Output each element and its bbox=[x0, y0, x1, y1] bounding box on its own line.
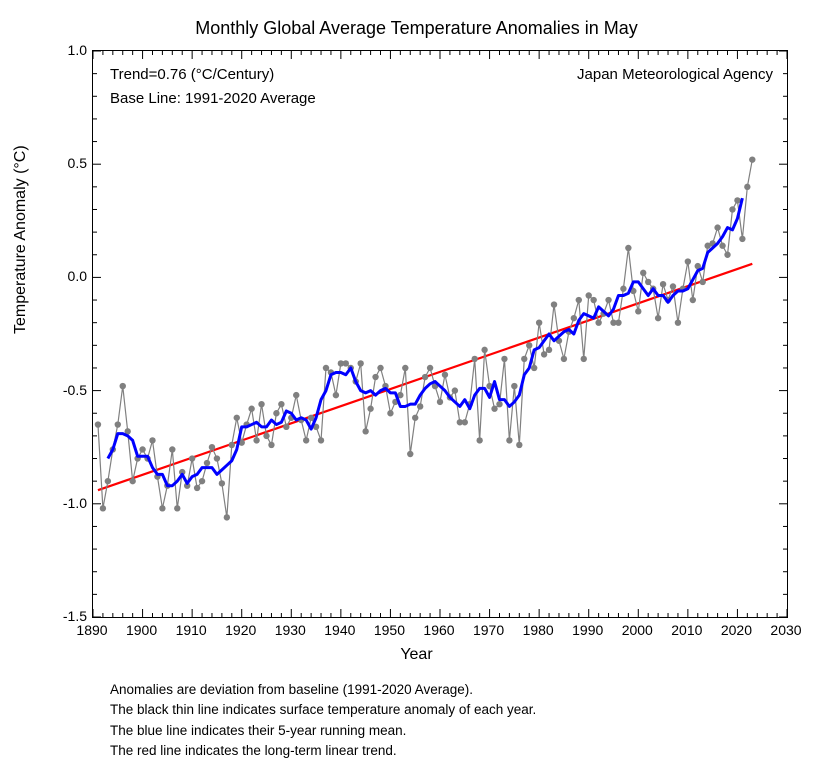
y-tick-label: 0.5 bbox=[47, 155, 87, 171]
y-tick-label: -0.5 bbox=[47, 382, 87, 398]
caption-line-4: The red line indicates the long-term lin… bbox=[110, 741, 536, 761]
y-tick-label: 0.0 bbox=[47, 268, 87, 284]
chart-container: Monthly Global Average Temperature Anoma… bbox=[0, 0, 833, 779]
x-axis-label: Year bbox=[0, 646, 833, 664]
x-tick-label: 1920 bbox=[225, 622, 256, 638]
caption-line-3: The blue line indicates their 5-year run… bbox=[110, 721, 536, 741]
x-tick-label: 1980 bbox=[523, 622, 554, 638]
chart-title: Monthly Global Average Temperature Anoma… bbox=[0, 18, 833, 39]
x-tick-label: 1950 bbox=[374, 622, 405, 638]
y-axis-label: Temperature Anomaly (°C) bbox=[12, 145, 30, 334]
x-tick-label: 1900 bbox=[126, 622, 157, 638]
plot-area bbox=[92, 50, 788, 618]
caption-block: Anomalies are deviation from baseline (1… bbox=[110, 680, 536, 761]
y-tick-label: 1.0 bbox=[47, 42, 87, 58]
x-tick-label: 1940 bbox=[324, 622, 355, 638]
x-tick-label: 2030 bbox=[770, 622, 801, 638]
caption-line-1: Anomalies are deviation from baseline (1… bbox=[110, 680, 536, 700]
x-tick-label: 2020 bbox=[721, 622, 752, 638]
x-tick-label: 2010 bbox=[671, 622, 702, 638]
x-tick-label: 1910 bbox=[176, 622, 207, 638]
x-tick-label: 1990 bbox=[572, 622, 603, 638]
caption-line-2: The black thin line indicates surface te… bbox=[110, 700, 536, 720]
x-tick-label: 1960 bbox=[423, 622, 454, 638]
x-tick-label: 1890 bbox=[76, 622, 107, 638]
chart-svg bbox=[93, 51, 787, 617]
x-tick-label: 2000 bbox=[622, 622, 653, 638]
x-tick-label: 1970 bbox=[473, 622, 504, 638]
x-tick-label: 1930 bbox=[275, 622, 306, 638]
y-tick-label: -1.0 bbox=[47, 495, 87, 511]
